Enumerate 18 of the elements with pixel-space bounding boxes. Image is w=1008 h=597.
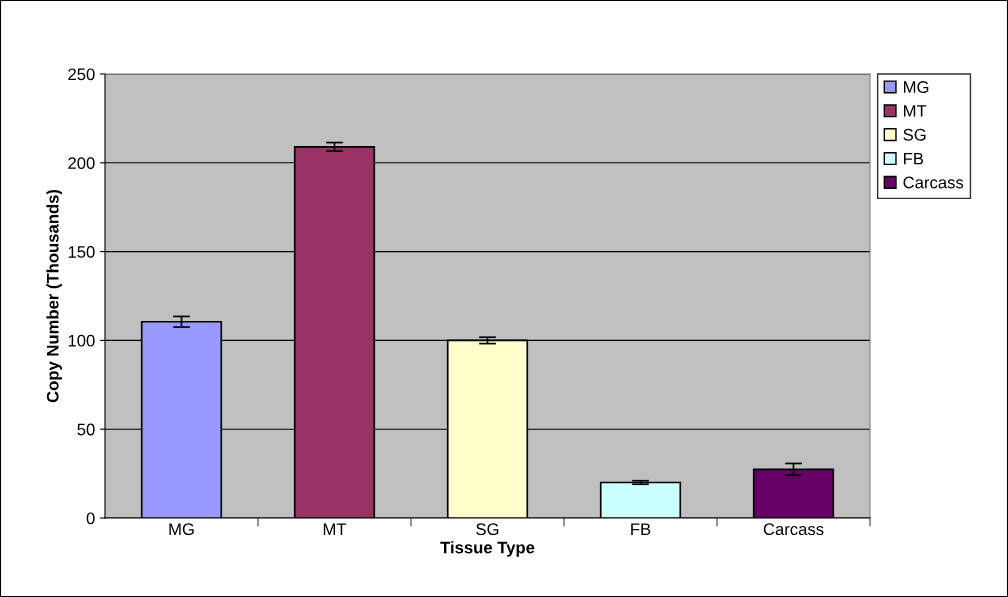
legend-label: MG: [904, 81, 929, 93]
x-tick-label: MT: [323, 523, 347, 535]
x-axis-title: Tissue Type: [440, 541, 535, 557]
x-tick-label: Carcass: [763, 523, 824, 536]
x-tick-label: MG: [169, 523, 194, 536]
y-tick-label: 150: [68, 246, 95, 258]
y-tick-label: 0: [86, 512, 95, 525]
legend-label: MT: [904, 105, 927, 117]
legend-label: SG: [903, 128, 926, 141]
legend-label: Carcass: [903, 176, 964, 189]
legend-label: FB: [904, 152, 924, 165]
y-axis-title: Copy Number (Thousands): [46, 189, 62, 403]
x-tick-label: FB: [631, 523, 651, 535]
y-tick-label: 50: [77, 423, 95, 436]
y-tick-label: 200: [68, 157, 95, 169]
x-tick-label: SG: [476, 523, 499, 536]
y-tick-label: 100: [68, 334, 95, 347]
y-tick-label: 250: [68, 68, 95, 81]
